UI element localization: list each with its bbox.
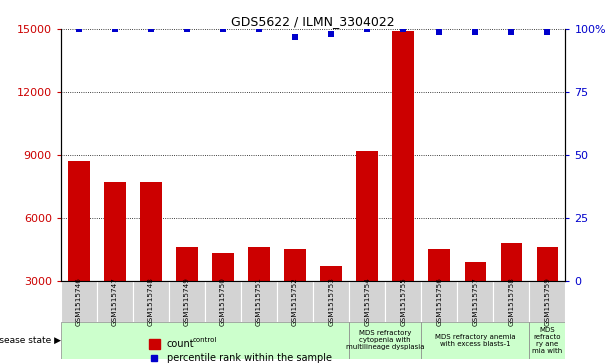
Text: GSM1515756: GSM1515756: [437, 277, 442, 326]
Bar: [313, 281, 349, 322]
Bar: [61, 281, 97, 322]
Bar: [149, 339, 160, 349]
Bar: [465, 262, 486, 281]
Bar: [169, 281, 205, 322]
Text: GSM1515759: GSM1515759: [544, 277, 550, 326]
Text: MDS
refracto
ry ane
mia with: MDS refracto ry ane mia with: [532, 327, 562, 354]
Text: GSM1515747: GSM1515747: [112, 277, 118, 326]
Text: MDS refractory anemia
with excess blasts-1: MDS refractory anemia with excess blasts…: [435, 334, 516, 347]
Bar: [421, 281, 457, 322]
Bar: [104, 182, 126, 281]
Bar: [385, 281, 421, 322]
Text: GSM1515757: GSM1515757: [472, 277, 478, 326]
Bar: [241, 281, 277, 322]
Text: GSM1515753: GSM1515753: [328, 277, 334, 326]
Text: GSM1515749: GSM1515749: [184, 277, 190, 326]
Bar: [457, 281, 493, 322]
Bar: [212, 253, 234, 281]
Text: GSM1515750: GSM1515750: [220, 277, 226, 326]
Text: GSM1515755: GSM1515755: [400, 277, 406, 326]
Text: MDS refractory
cytopenia with
multilineage dysplasia: MDS refractory cytopenia with multilinea…: [346, 330, 424, 351]
Bar: [356, 151, 378, 281]
Text: percentile rank within the sample: percentile rank within the sample: [167, 353, 332, 363]
Text: GSM1515752: GSM1515752: [292, 277, 298, 326]
Bar: [392, 31, 414, 281]
Bar: [248, 247, 270, 281]
Bar: [530, 322, 565, 359]
Bar: [285, 249, 306, 281]
Bar: [205, 281, 241, 322]
Bar: [140, 182, 162, 281]
Bar: [133, 281, 169, 322]
Bar: [277, 281, 313, 322]
Bar: [500, 243, 522, 281]
Bar: [68, 161, 89, 281]
Bar: [349, 281, 385, 322]
Text: GSM1515754: GSM1515754: [364, 277, 370, 326]
Title: GDS5622 / ILMN_3304022: GDS5622 / ILMN_3304022: [231, 15, 395, 28]
Text: GSM1515748: GSM1515748: [148, 277, 154, 326]
Text: GSM1515758: GSM1515758: [508, 277, 514, 326]
Text: GSM1515746: GSM1515746: [76, 277, 82, 326]
Bar: [421, 322, 530, 359]
Bar: [530, 281, 565, 322]
Text: control: control: [193, 338, 217, 343]
Bar: [537, 247, 558, 281]
Bar: [320, 266, 342, 281]
Bar: [97, 281, 133, 322]
Bar: [493, 281, 530, 322]
Bar: [61, 322, 349, 359]
Bar: [176, 247, 198, 281]
Bar: [349, 322, 421, 359]
Text: GSM1515751: GSM1515751: [256, 277, 262, 326]
Text: disease state ▶: disease state ▶: [0, 336, 61, 345]
Text: count: count: [167, 339, 195, 349]
Bar: [429, 249, 450, 281]
